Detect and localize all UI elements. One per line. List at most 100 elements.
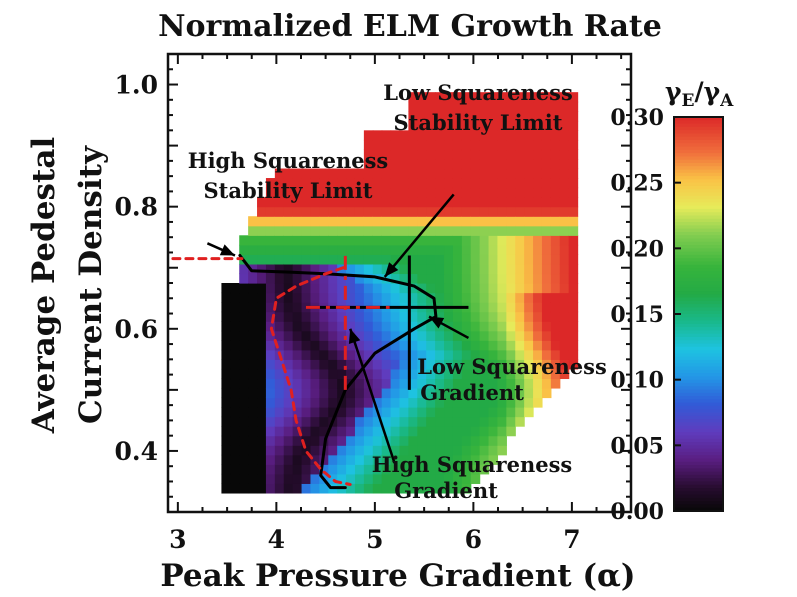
heatmap-cell (301, 445, 312, 456)
colorbar-segment (674, 448, 723, 453)
heatmap-cell (292, 273, 303, 284)
heatmap-cell (390, 158, 401, 170)
heatmap-cell (497, 130, 507, 141)
heatmap-cell (435, 349, 445, 360)
heatmap-cell (479, 416, 490, 427)
heatmap-cell (283, 321, 294, 332)
colorbar-segment (674, 369, 723, 374)
heatmap-cell (506, 244, 516, 255)
heatmap-cell (408, 244, 418, 255)
heatmap-cell (372, 139, 383, 151)
heatmap-cell (461, 387, 472, 399)
heatmap-cell (221, 445, 231, 456)
heatmap-cell (533, 273, 543, 284)
heatmap-cell (515, 120, 525, 131)
colorbar-segment (674, 494, 723, 499)
heatmap-cell (461, 349, 472, 360)
heatmap-cell (399, 473, 409, 484)
heatmap-cell (283, 397, 294, 408)
heatmap-cell (515, 101, 525, 112)
heatmap-cell (497, 120, 507, 131)
heatmap-cell (257, 216, 267, 227)
heatmap-cell (515, 158, 525, 170)
heatmap-cell (319, 206, 329, 217)
heatmap-cell (488, 244, 499, 255)
heatmap-cell (488, 445, 499, 456)
heatmap-cell (506, 368, 516, 380)
heatmap-cell (541, 158, 552, 170)
heatmap-cell (346, 187, 356, 198)
heatmap-cell (524, 187, 534, 198)
heatmap-cell (319, 263, 329, 275)
y-tick-label: 1.0 (115, 71, 159, 100)
heatmap-cell (488, 168, 499, 179)
heatmap-cell (452, 397, 463, 408)
heatmap-cell (301, 426, 312, 437)
heatmap-cell (435, 216, 445, 227)
heatmap-cell (319, 225, 329, 236)
colorbar-segment (674, 143, 723, 148)
heatmap-cell (248, 454, 258, 465)
heatmap-cell (426, 321, 436, 332)
heatmap-cell (408, 368, 418, 380)
heatmap-cell (515, 273, 525, 284)
heatmap-cell (274, 302, 285, 313)
heatmap-cell (568, 120, 579, 131)
heatmap-cell (461, 311, 472, 322)
colorbar-segment (674, 284, 723, 289)
heatmap-cell (497, 292, 507, 303)
heatmap-cell (435, 149, 445, 160)
heatmap-cell (310, 454, 320, 465)
heatmap-cell (372, 216, 383, 227)
heatmap-cell (372, 435, 383, 446)
heatmap-cell (533, 149, 543, 160)
heatmap-cell (533, 311, 543, 322)
heatmap-cell (488, 206, 499, 217)
colorbar-segment (674, 225, 723, 230)
heatmap-cell (319, 178, 329, 189)
heatmap-cell (354, 197, 365, 208)
heatmap-cell (399, 273, 409, 284)
heatmap-cell (381, 158, 392, 170)
heatmap-cell (248, 359, 258, 370)
heatmap-cell (239, 464, 249, 475)
heatmap-cell (426, 387, 436, 399)
colorbar-segment (674, 297, 723, 302)
heatmap-cell (257, 292, 267, 303)
heatmap-cell (417, 330, 427, 341)
heatmap-cell (408, 130, 418, 141)
heatmap-cell (497, 321, 507, 332)
heatmap-cell (461, 254, 472, 265)
heatmap-cell (310, 340, 320, 351)
heatmap-cell (346, 473, 356, 484)
y-axis-ticks: 0.40.60.81.0 (115, 71, 159, 466)
colorbar-segment (674, 484, 723, 489)
heatmap-cell (363, 244, 374, 255)
heatmap-cell (497, 206, 507, 217)
heatmap-cell (328, 321, 338, 332)
heatmap-cell (301, 197, 312, 208)
heatmap-cell (230, 292, 240, 303)
heatmap-cell (435, 368, 445, 380)
heatmap-cell (470, 302, 481, 313)
heatmap-cell (346, 387, 356, 399)
heatmap-cell (470, 216, 481, 227)
heatmap-cell (435, 120, 445, 131)
colorbar-segment (674, 340, 723, 345)
heatmap-cell (328, 445, 338, 456)
heatmap-cell (426, 225, 436, 236)
heatmap-cell (426, 111, 436, 122)
heatmap-cell (426, 187, 436, 198)
heatmap-cell (479, 378, 490, 389)
heatmap-cell (346, 216, 356, 227)
heatmap-cell (239, 263, 249, 275)
colorbar-segment (674, 172, 723, 177)
heatmap-cell (363, 130, 374, 141)
heatmap-cell (221, 359, 231, 370)
heatmap-cell (452, 283, 463, 294)
heatmap-cell (452, 368, 463, 380)
heatmap-cell (230, 464, 240, 475)
heatmap-cell (515, 130, 525, 141)
heatmap-cell (444, 139, 454, 151)
heatmap-cell (292, 330, 303, 341)
